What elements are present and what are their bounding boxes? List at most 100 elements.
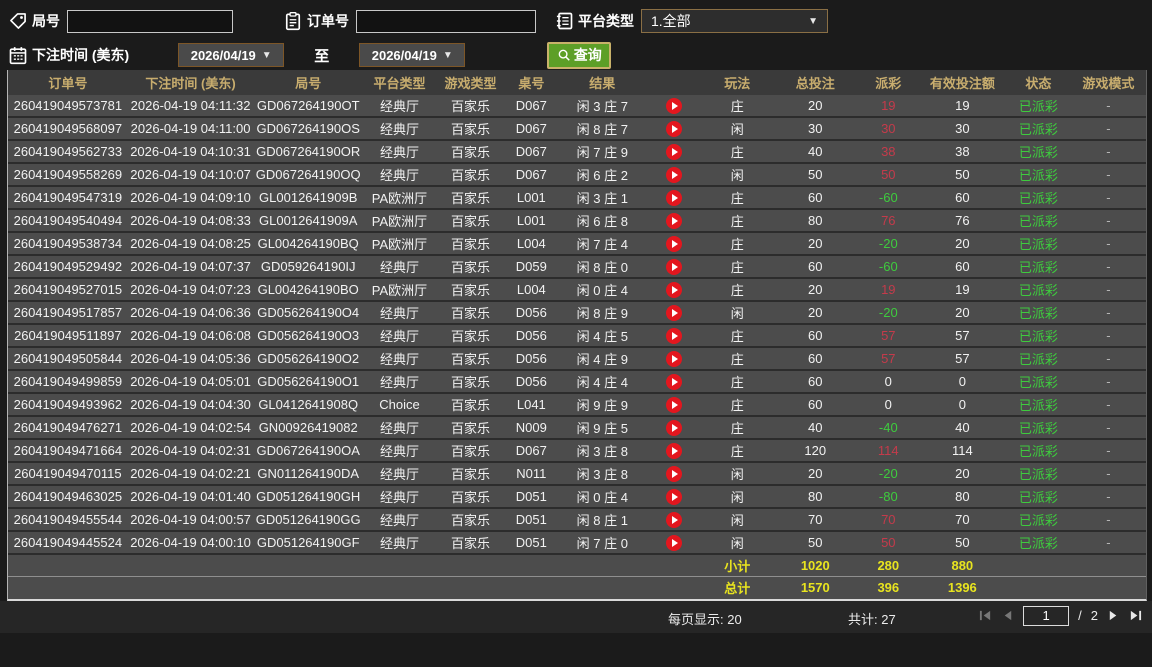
- game-no-filter: 局号: [8, 9, 233, 33]
- cell-mode: -: [1070, 95, 1146, 118]
- cell-valid_bet: 19: [918, 278, 1006, 302]
- column-header-7: [646, 70, 702, 95]
- cell-table_no: D067: [504, 117, 558, 141]
- cell-platform: 经典厅: [362, 485, 436, 509]
- cell-game_no: GD067264190OT: [253, 95, 363, 118]
- replay-play-icon[interactable]: [666, 373, 683, 390]
- cell-order: 260419049529492: [8, 255, 128, 279]
- cell-time: 2026-04-19 04:02:54: [127, 416, 254, 440]
- cell-status: 已派彩: [1005, 531, 1071, 555]
- cell-valid_bet: 19: [918, 95, 1006, 118]
- game-no-input[interactable]: [67, 9, 233, 33]
- result-replay-cell: [646, 186, 702, 210]
- cell-total_bet: 20: [772, 278, 858, 302]
- subtotal-row-empty: [127, 553, 254, 577]
- cell-status: 已派彩: [1005, 95, 1071, 118]
- grand-total-row-empty: [8, 576, 128, 599]
- cell-status: 已派彩: [1005, 416, 1071, 440]
- cell-valid_bet: 20: [918, 462, 1006, 486]
- cell-valid_bet: 20: [918, 232, 1006, 256]
- result-replay-cell: [646, 232, 702, 256]
- play-triangle-icon: [672, 469, 679, 478]
- play-triangle-icon: [672, 170, 679, 179]
- replay-play-icon[interactable]: [666, 97, 683, 114]
- replay-play-icon[interactable]: [666, 534, 683, 551]
- cell-platform: 经典厅: [362, 531, 436, 555]
- column-header-8: 玩法: [701, 70, 773, 95]
- first-page-icon[interactable]: [979, 609, 992, 622]
- cell-game_type: 百家乐: [435, 95, 505, 118]
- cell-payout: -60: [857, 255, 919, 279]
- play-triangle-icon: [672, 101, 679, 110]
- per-page-text: 每页显示: 20: [668, 611, 742, 627]
- prev-page-icon[interactable]: [1001, 609, 1014, 622]
- cell-game_type: 百家乐: [435, 324, 505, 348]
- replay-play-icon[interactable]: [666, 304, 683, 321]
- cell-order: 260419049558269: [8, 163, 128, 187]
- date-from-picker[interactable]: 2026/04/19 ▼: [178, 43, 285, 67]
- replay-play-icon[interactable]: [666, 143, 683, 160]
- replay-play-icon[interactable]: [666, 488, 683, 505]
- next-page-icon[interactable]: [1107, 609, 1120, 622]
- replay-play-icon[interactable]: [666, 212, 683, 229]
- table-row: 260419049540494 2026-04-19 04:08:33 GL0012…: [8, 209, 1146, 233]
- result-replay-cell: [646, 117, 702, 141]
- replay-play-icon[interactable]: [666, 327, 683, 344]
- cell-payout: 19: [857, 95, 919, 118]
- cell-payout: 57: [857, 347, 919, 371]
- cell-game_type: 百家乐: [435, 439, 505, 463]
- last-page-icon[interactable]: [1129, 609, 1142, 622]
- replay-play-icon[interactable]: [666, 120, 683, 137]
- replay-play-icon[interactable]: [666, 465, 683, 482]
- cell-mode: -: [1070, 301, 1146, 325]
- cell-time: 2026-04-19 04:01:40: [127, 485, 254, 509]
- replay-play-icon[interactable]: [666, 281, 683, 298]
- cell-table_no: D051: [504, 531, 558, 555]
- cell-mode: -: [1070, 347, 1146, 371]
- order-no-input[interactable]: [356, 9, 536, 33]
- play-triangle-icon: [672, 216, 679, 225]
- total-pages: 2: [1090, 608, 1098, 623]
- column-header-9: 总投注: [772, 70, 858, 95]
- bets-table-container: 订单号 下注时间 (美东) 局号 平台类型 游戏类型 桌号 结果 玩法 总投注 派彩 有效投注额 状态…: [7, 70, 1147, 601]
- replay-play-icon[interactable]: [666, 350, 683, 367]
- replay-play-icon[interactable]: [666, 166, 683, 183]
- grand-total-row-value: 396: [857, 576, 919, 599]
- cell-play_type: 庄: [701, 278, 773, 302]
- cell-time: 2026-04-19 04:05:01: [127, 370, 254, 394]
- replay-play-icon[interactable]: [666, 396, 683, 413]
- cell-payout: 76: [857, 209, 919, 233]
- grand-total-row-empty: [1070, 576, 1146, 599]
- replay-play-icon[interactable]: [666, 258, 683, 275]
- replay-play-icon[interactable]: [666, 235, 683, 252]
- play-triangle-icon: [672, 446, 679, 455]
- cell-order: 260419049527015: [8, 278, 128, 302]
- cell-game_no: GL004264190BQ: [253, 232, 363, 256]
- cell-valid_bet: 57: [918, 347, 1006, 371]
- date-to-picker[interactable]: 2026/04/19 ▼: [359, 43, 466, 67]
- cell-status: 已派彩: [1005, 393, 1071, 417]
- table-row: 260419049511897 2026-04-19 04:06:08 GD0562…: [8, 324, 1146, 348]
- cell-time: 2026-04-19 04:07:37: [127, 255, 254, 279]
- cell-table_no: D051: [504, 508, 558, 532]
- cell-game_type: 百家乐: [435, 370, 505, 394]
- replay-play-icon[interactable]: [666, 189, 683, 206]
- cell-status: 已派彩: [1005, 439, 1071, 463]
- tag-icon: [10, 13, 26, 29]
- query-button[interactable]: 查询: [547, 41, 612, 69]
- page-number-input[interactable]: [1023, 605, 1070, 626]
- cell-play_type: 庄: [701, 186, 773, 210]
- cell-time: 2026-04-19 04:11:32: [127, 95, 254, 118]
- replay-play-icon[interactable]: [666, 442, 683, 459]
- replay-play-icon[interactable]: [666, 419, 683, 436]
- cell-table_no: N009: [504, 416, 558, 440]
- cell-play_type: 闲: [701, 117, 773, 141]
- platform-select[interactable]: 1.全部 ▼: [641, 9, 828, 33]
- cell-result: 闲 3 庄 7: [557, 95, 647, 118]
- total-count-text: 共计: 27: [848, 611, 896, 627]
- cell-order: 260419049540494: [8, 209, 128, 233]
- cell-valid_bet: 30: [918, 117, 1006, 141]
- table-row: 260419049493962 2026-04-19 04:04:30 GL0412…: [8, 393, 1146, 417]
- cell-result: 闲 3 庄 1: [557, 186, 647, 210]
- replay-play-icon[interactable]: [666, 511, 683, 528]
